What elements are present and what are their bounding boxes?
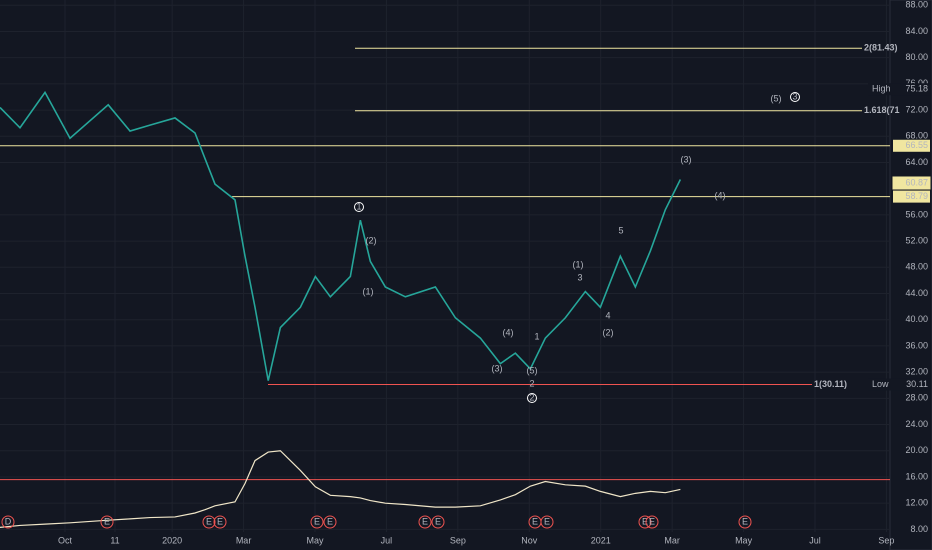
event-label: E [532, 516, 538, 526]
y-tick-label: 72.00 [905, 104, 928, 114]
y-tick-label: 8.00 [910, 524, 928, 534]
y-tick-label: 32.00 [905, 367, 928, 377]
event-marker [540, 515, 554, 529]
x-tick-label: May [735, 535, 753, 545]
price-badge [868, 378, 930, 391]
badge-value: 30.11 [906, 379, 928, 389]
event-label: E [217, 516, 223, 526]
price-badge [868, 83, 930, 96]
event-label: D [5, 516, 12, 526]
price-badge [893, 139, 930, 152]
x-tick-label: May [306, 535, 324, 545]
y-tick-label: 56.00 [905, 209, 928, 219]
event-label: E [314, 516, 320, 526]
wave-label: (3) [492, 363, 503, 373]
x-tick-label: 2021 [591, 535, 611, 545]
wave-label: (3) [681, 154, 692, 164]
y-tick-label: 16.00 [905, 471, 928, 481]
x-tick-label: Jul [809, 535, 821, 545]
badge-label: High [872, 84, 891, 94]
wave-circle [790, 92, 800, 102]
series-line [0, 450, 681, 529]
y-tick-label: 20.00 [905, 445, 928, 455]
badge-value: 60.87 [905, 177, 928, 187]
event-marker [100, 515, 114, 529]
level-label: 2(81.43) [864, 43, 898, 53]
wave-circle [527, 393, 537, 403]
y-tick-label: 24.00 [905, 419, 928, 429]
wave-label: 3 [577, 272, 582, 282]
wave-label: 2 [529, 392, 534, 402]
badge-label: Low [872, 379, 889, 389]
x-tick-label: Nov [521, 535, 538, 545]
y-tick-label: 28.00 [905, 393, 928, 403]
event-label: E [327, 516, 333, 526]
y-tick-label: 36.00 [905, 340, 928, 350]
wave-label: (2) [366, 235, 377, 245]
wave-label: (5) [527, 365, 538, 375]
wave-label: 2 [529, 378, 534, 388]
x-tick-label: Sep [450, 535, 466, 545]
price-badge [892, 176, 931, 190]
badge-value: 75.18 [905, 84, 928, 94]
event-marker [323, 515, 337, 529]
badge-value: 66.55 [905, 140, 928, 150]
event-marker [431, 515, 445, 529]
event-marker [638, 515, 652, 529]
event-label: E [435, 516, 441, 526]
y-tick-label: 44.00 [905, 288, 928, 298]
wave-label: 4 [605, 310, 610, 320]
y-tick-label: 84.00 [905, 26, 928, 36]
x-tick-label: Oct [58, 535, 73, 545]
level-label: 1.618(71 [864, 105, 900, 115]
x-tick-label: Mar [664, 535, 680, 545]
y-tick-label: 68.00 [905, 131, 928, 141]
badge-value: 58.79 [905, 191, 928, 201]
event-label: E [742, 516, 748, 526]
wave-label: 1 [356, 201, 361, 211]
event-marker [1, 515, 15, 529]
y-tick-label: 12.00 [905, 498, 928, 508]
series-line [0, 90, 682, 381]
price-badge [893, 190, 930, 203]
y-tick-label: 48.00 [905, 262, 928, 272]
event-marker [213, 515, 227, 529]
event-marker [645, 515, 659, 529]
event-label: E [649, 516, 655, 526]
wave-label: 5 [618, 225, 623, 235]
x-tick-label: Jul [381, 535, 393, 545]
event-label: E [422, 516, 428, 526]
level-label: 1(30.11) [814, 379, 847, 389]
x-tick-label: Sep [878, 535, 894, 545]
event-label: E [206, 516, 212, 526]
y-tick-label: 80.00 [905, 52, 928, 62]
x-tick-label: 2020 [162, 535, 182, 545]
wave-label: (1) [573, 259, 584, 269]
event-marker [310, 515, 324, 529]
event-marker [202, 515, 216, 529]
y-tick-label: 40.00 [905, 314, 928, 324]
event-label: E [544, 516, 550, 526]
event-label: E [104, 516, 110, 526]
wave-label: 1 [534, 331, 539, 341]
wave-label: (4) [715, 190, 726, 200]
wave-label: 3 [792, 91, 797, 101]
x-tick-label: Mar [236, 535, 252, 545]
y-tick-label: 64.00 [905, 157, 928, 167]
x-tick-label: 11 [110, 535, 119, 545]
wave-label: (5) [771, 93, 782, 103]
wave-label: (2) [603, 327, 614, 337]
wave-label: (4) [503, 327, 514, 337]
wave-circle [354, 202, 364, 212]
event-marker [738, 515, 752, 529]
y-tick-label: 52.00 [905, 235, 928, 245]
wave-label: (1) [363, 286, 374, 296]
event-label: E [642, 516, 648, 526]
y-tick-label: 88.00 [905, 0, 928, 10]
event-marker [418, 515, 432, 529]
